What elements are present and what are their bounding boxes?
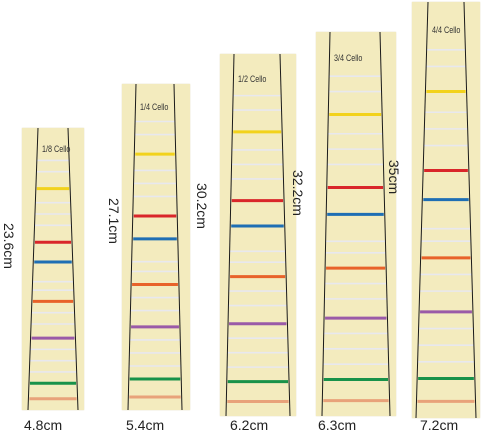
size-label: 3/4 Cello — [334, 53, 363, 64]
fingerboard-sticker: 4/4 Cello — [412, 1, 480, 419]
length-label: 27.1cm — [106, 197, 122, 244]
sticker-lines — [321, 31, 391, 417]
right-guide-line — [67, 127, 79, 411]
width-label: 7.2cm — [420, 417, 459, 433]
length-label: 23.6cm — [1, 223, 17, 270]
fingerboard-sticker: 1/8 Cello — [22, 127, 84, 411]
left-guide-line — [27, 127, 39, 411]
size-label: 4/4 Cello — [432, 24, 461, 35]
right-guide-line — [463, 1, 477, 419]
length-label: 32.2cm — [290, 170, 306, 217]
width-label: 4.8cm — [24, 417, 63, 433]
left-guide-line — [127, 83, 137, 411]
sticker-lines — [225, 53, 291, 417]
right-guide-line — [279, 53, 291, 417]
sticker-lines — [415, 1, 477, 419]
width-label: 6.2cm — [230, 417, 269, 433]
size-label: 1/2 Cello — [238, 73, 267, 84]
fingerboard-sticker: 3/4 Cello — [316, 31, 396, 417]
right-guide-line — [379, 31, 391, 417]
width-label: 5.4cm — [126, 417, 165, 433]
sticker-lines — [27, 127, 79, 411]
fingerboard-sticker: 1/4 Cello — [122, 83, 190, 411]
sticker-lines — [127, 83, 183, 411]
size-label: 1/8 Cello — [42, 143, 71, 154]
fingerboard-sticker: 1/2 Cello — [220, 53, 296, 417]
right-guide-line — [173, 83, 183, 411]
left-guide-line — [321, 31, 331, 417]
left-guide-line — [225, 53, 235, 417]
length-label: 30.2cm — [194, 183, 210, 229]
size-label: 1/4 Cello — [140, 101, 169, 112]
width-label: 6.3cm — [318, 417, 357, 433]
length-label: 35cm — [386, 159, 402, 194]
left-guide-line — [415, 1, 429, 419]
